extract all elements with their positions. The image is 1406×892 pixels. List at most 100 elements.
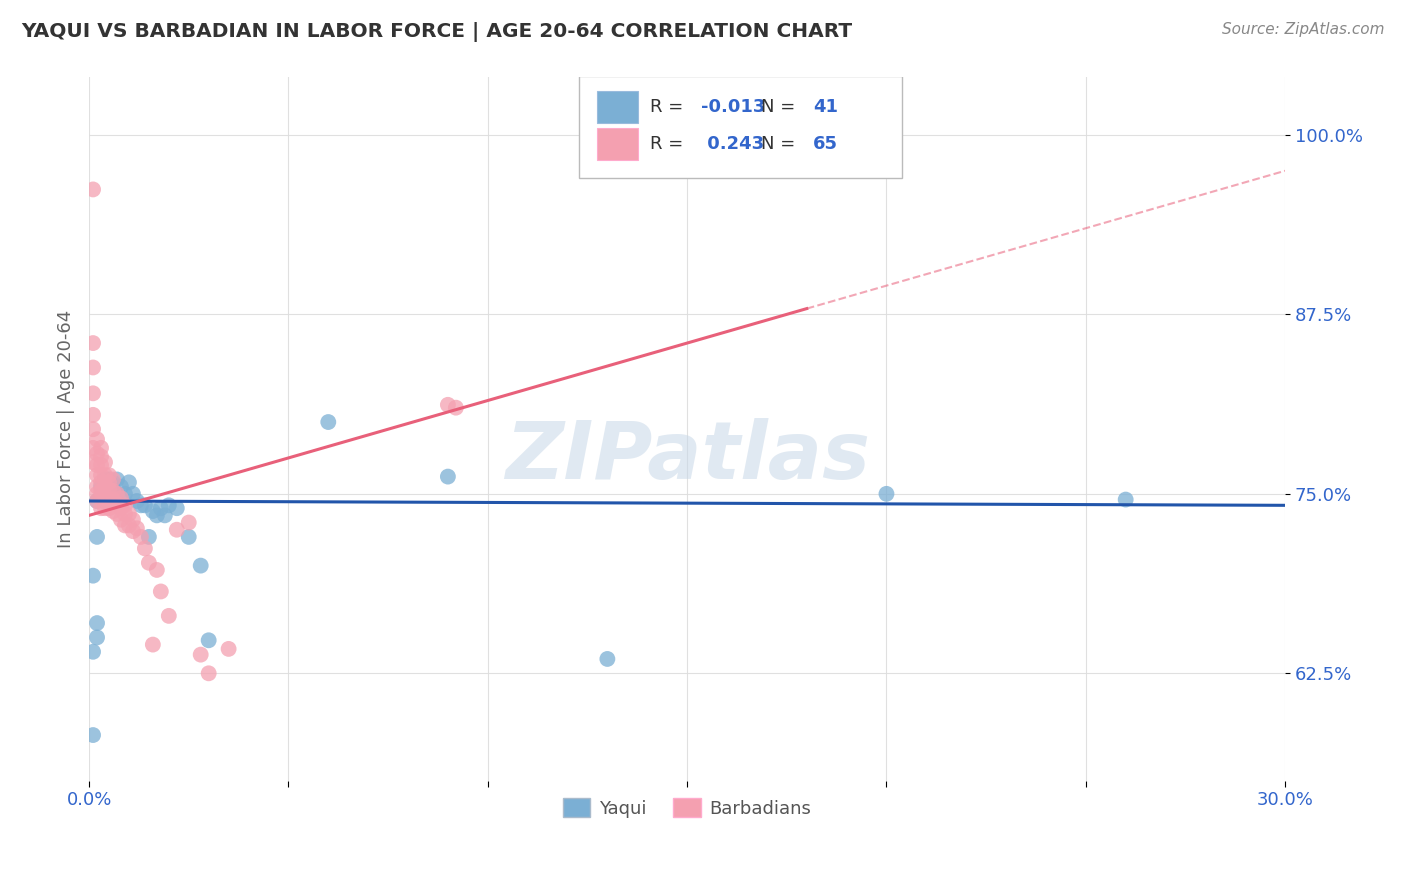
FancyBboxPatch shape	[579, 76, 903, 178]
Point	[98, 473, 121, 487]
Point	[86, 432, 108, 446]
Point	[190, 648, 212, 662]
Point	[86, 494, 108, 508]
Point	[129, 498, 152, 512]
Text: Source: ZipAtlas.com: Source: ZipAtlas.com	[1222, 22, 1385, 37]
Point	[86, 530, 108, 544]
Point	[98, 480, 121, 494]
FancyBboxPatch shape	[598, 128, 638, 161]
Point	[114, 507, 136, 521]
Point	[82, 360, 104, 375]
Point	[197, 633, 219, 648]
Point	[110, 513, 132, 527]
Point	[98, 468, 121, 483]
Point	[82, 386, 104, 401]
Point	[86, 480, 108, 494]
Point	[86, 487, 108, 501]
Text: 65: 65	[813, 136, 838, 153]
Point	[149, 501, 172, 516]
Point	[94, 483, 117, 498]
Point	[101, 492, 124, 507]
Y-axis label: In Labor Force | Age 20-64: In Labor Force | Age 20-64	[58, 310, 75, 549]
Text: 0.243: 0.243	[702, 136, 765, 153]
Point	[90, 480, 112, 494]
Point	[94, 468, 117, 483]
Point	[118, 507, 141, 521]
Text: -0.013: -0.013	[702, 98, 766, 116]
Text: ZIPatlas: ZIPatlas	[505, 418, 870, 496]
Point	[146, 563, 169, 577]
Point	[82, 336, 104, 351]
Point	[94, 473, 117, 487]
Point	[177, 516, 200, 530]
Point	[166, 523, 188, 537]
Point	[153, 508, 176, 523]
Point	[110, 501, 132, 516]
Point	[105, 507, 128, 521]
Point	[114, 487, 136, 501]
Point	[90, 490, 112, 504]
Point	[82, 568, 104, 582]
Point	[177, 530, 200, 544]
Point	[101, 483, 124, 498]
Point	[316, 415, 339, 429]
Point	[101, 504, 124, 518]
Point	[86, 631, 108, 645]
Point	[114, 518, 136, 533]
Point	[125, 494, 148, 508]
Point	[105, 487, 128, 501]
Point	[437, 398, 460, 412]
Text: N =: N =	[761, 136, 801, 153]
Text: R =: R =	[650, 98, 689, 116]
Point	[118, 518, 141, 533]
Point	[138, 530, 160, 544]
Point	[437, 469, 460, 483]
Point	[122, 524, 145, 538]
Point	[90, 483, 112, 498]
Point	[82, 455, 104, 469]
Point	[86, 615, 108, 630]
Point	[110, 491, 132, 505]
Point	[98, 490, 121, 504]
Point	[90, 450, 112, 464]
Point	[122, 487, 145, 501]
Point	[197, 666, 219, 681]
Legend: Yaqui, Barbadians: Yaqui, Barbadians	[555, 791, 818, 825]
Point	[596, 652, 619, 666]
Point	[82, 182, 104, 196]
Text: YAQUI VS BARBADIAN IN LABOR FORCE | AGE 20-64 CORRELATION CHART: YAQUI VS BARBADIAN IN LABOR FORCE | AGE …	[21, 22, 852, 42]
Point	[129, 530, 152, 544]
Point	[157, 498, 180, 512]
Point	[105, 487, 128, 501]
Point	[125, 521, 148, 535]
Point	[190, 558, 212, 573]
Point	[94, 478, 117, 492]
Point	[1115, 492, 1137, 507]
Point	[82, 728, 104, 742]
Point	[90, 475, 112, 490]
Point	[98, 492, 121, 507]
Point	[146, 508, 169, 523]
Point	[101, 483, 124, 498]
Point	[149, 584, 172, 599]
Point	[134, 498, 156, 512]
Point	[86, 447, 108, 461]
Point	[82, 441, 104, 455]
Point	[86, 468, 108, 483]
Point	[86, 458, 108, 472]
Point	[875, 487, 897, 501]
Point	[82, 408, 104, 422]
Point	[138, 556, 160, 570]
Text: N =: N =	[761, 98, 801, 116]
Point	[86, 494, 108, 508]
Point	[105, 497, 128, 511]
Point	[166, 501, 188, 516]
Point	[105, 473, 128, 487]
Point	[118, 475, 141, 490]
Point	[94, 501, 117, 516]
Point	[122, 513, 145, 527]
Point	[114, 498, 136, 512]
Point	[444, 401, 467, 415]
Point	[110, 480, 132, 494]
Point	[98, 475, 121, 490]
